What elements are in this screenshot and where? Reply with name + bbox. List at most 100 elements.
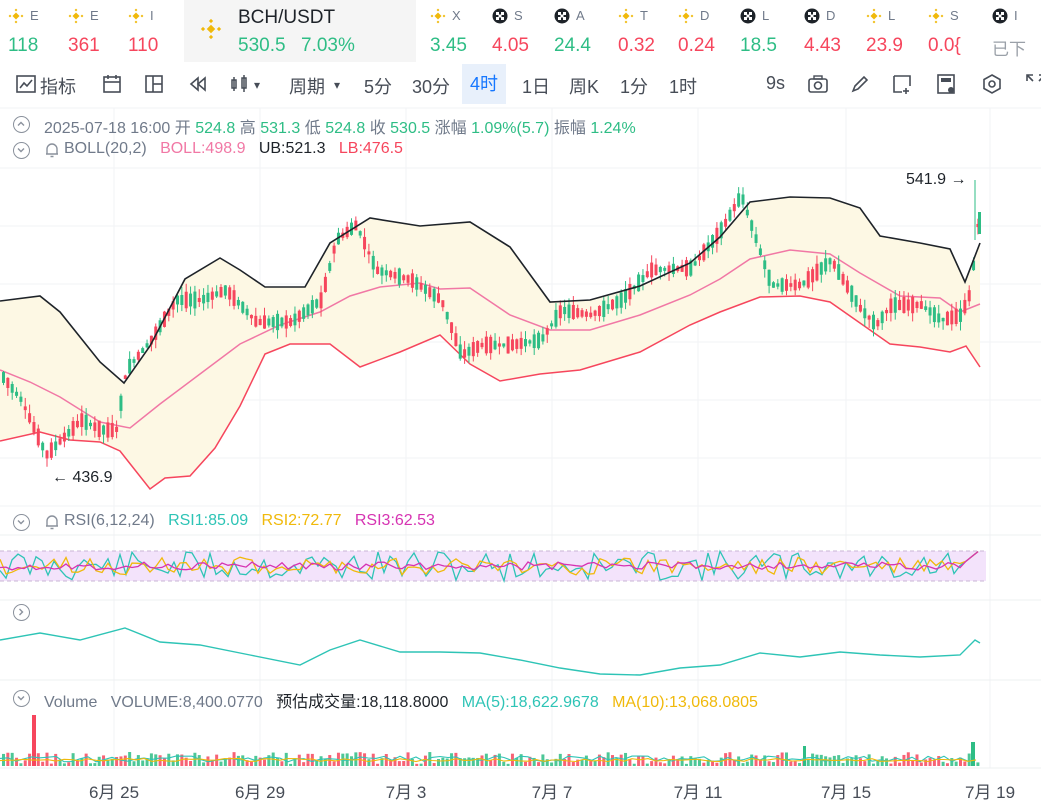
bnb-icon	[866, 8, 882, 24]
candle-type-icon[interactable]	[228, 72, 252, 96]
volume-bar	[410, 758, 414, 766]
ticker-item[interactable]: L 18.5	[740, 0, 788, 62]
bell-icon[interactable]	[43, 513, 61, 531]
active-symbol: BCH/USDT	[238, 7, 336, 28]
ticker-item[interactable]: I 已下	[992, 0, 1041, 62]
ticker-item[interactable]: D 4.43	[804, 0, 852, 62]
candle-body	[589, 312, 593, 318]
candle-body	[463, 349, 467, 358]
volume-bar	[967, 753, 971, 766]
candle-body	[302, 307, 306, 319]
collapse-chevron-icon[interactable]	[13, 514, 30, 531]
bnb-icon	[618, 8, 634, 24]
candle-body	[785, 279, 788, 291]
collapse-chevron-icon[interactable]	[13, 116, 30, 133]
candle-body	[693, 261, 697, 266]
ticker-item[interactable]: T 0.32	[618, 0, 666, 62]
volume-bar	[763, 755, 767, 766]
chevron-down-icon[interactable]: ▾	[254, 78, 261, 92]
volume-ma5: MA(5):18,622.9678	[461, 694, 599, 711]
interval-5m[interactable]: 5分	[364, 77, 393, 97]
candle-body	[628, 283, 632, 300]
volume-bar	[737, 756, 741, 766]
interval-1w[interactable]: 周K	[569, 77, 600, 97]
interval-4h[interactable]: 4时	[462, 64, 507, 104]
volume-bar	[167, 753, 171, 766]
volume-bar	[380, 758, 384, 766]
volume-bar	[745, 761, 749, 766]
layout-icon[interactable]	[142, 72, 166, 96]
volume-bar	[719, 757, 723, 766]
candle-body	[384, 270, 388, 276]
ticker-item[interactable]: D 0.24	[678, 0, 726, 62]
candle-body	[489, 336, 493, 354]
chevron-down-icon[interactable]: ▾	[334, 78, 341, 92]
volume-bar	[945, 763, 949, 766]
volume-bar	[819, 754, 823, 766]
active-ticker-bch-usdt[interactable]: BCH/USDT 530.5 7.03%	[184, 0, 416, 62]
candle-body	[902, 297, 906, 313]
volume-bar	[567, 754, 571, 766]
ticker-price: 0.24	[678, 35, 715, 56]
indicators-button[interactable]: 指标	[40, 77, 76, 97]
ticker-item[interactable]: S 0.0{	[928, 0, 976, 62]
candle-body	[210, 291, 214, 300]
ticker-price: 0.0{	[928, 35, 961, 56]
bell-icon[interactable]	[43, 141, 61, 159]
candle-body	[645, 271, 649, 278]
candle-body	[867, 315, 871, 320]
volume-bar	[223, 758, 227, 766]
candle-body	[924, 306, 928, 310]
collapse-chevron-icon[interactable]	[13, 690, 30, 707]
volume-bar	[758, 759, 762, 766]
candle-body	[932, 307, 936, 323]
candle-body	[776, 283, 780, 287]
volume-bar	[228, 757, 232, 766]
collapse-chevron-icon[interactable]	[13, 142, 30, 159]
settings-icon[interactable]	[980, 72, 1004, 96]
volume-bar	[249, 761, 253, 766]
ticker-symbol: D	[700, 8, 710, 23]
volume-bar	[576, 759, 580, 766]
period-button[interactable]: 周期	[289, 77, 325, 97]
calendar-icon[interactable]	[100, 72, 124, 96]
volume-bar	[189, 760, 193, 766]
ticker-item[interactable]: A 24.4	[554, 0, 602, 62]
indicator-chart-icon[interactable]	[14, 72, 38, 96]
volume-bar	[971, 742, 975, 766]
volume-bar	[698, 758, 701, 766]
rewind-icon[interactable]	[186, 72, 210, 96]
calculator-icon[interactable]	[934, 72, 958, 96]
candle-body	[432, 288, 436, 302]
interval-1d[interactable]: 1日	[522, 77, 551, 97]
volume-bar	[937, 756, 941, 766]
ticker-item[interactable]: E 361	[68, 0, 116, 62]
collapse-chevron-icon[interactable]	[13, 604, 30, 621]
candle-body	[23, 406, 27, 411]
candle-body	[976, 223, 980, 228]
ticker-item[interactable]: S 4.05	[492, 0, 540, 62]
volume-bar	[32, 715, 36, 766]
camera-icon[interactable]	[806, 72, 830, 96]
add-annotation-icon[interactable]	[890, 72, 914, 96]
ticker-item[interactable]: L 23.9	[866, 0, 914, 62]
pencil-icon[interactable]	[848, 72, 872, 96]
volume-bar	[524, 761, 527, 766]
ticker-symbol: I	[1014, 8, 1018, 23]
interval-30m[interactable]: 30分	[412, 77, 451, 97]
ticker-item[interactable]: X 3.45	[430, 0, 478, 62]
volume-bar	[654, 757, 658, 766]
interval-1m[interactable]: 1分	[620, 77, 649, 97]
refresh-rate[interactable]: 9s	[766, 73, 786, 93]
ticker-item[interactable]: I 110	[128, 0, 176, 62]
volume-bar	[885, 758, 889, 766]
fullscreen-icon[interactable]	[1024, 72, 1041, 96]
volume-bar	[180, 754, 184, 766]
volume-bar	[841, 762, 845, 766]
interval-1h[interactable]: 1时	[669, 77, 698, 97]
ticker-item[interactable]: E 118	[8, 0, 56, 62]
volume-value: VOLUME:8,400.0770	[110, 694, 263, 711]
volume-bar	[684, 763, 688, 766]
candle-body	[667, 265, 671, 273]
